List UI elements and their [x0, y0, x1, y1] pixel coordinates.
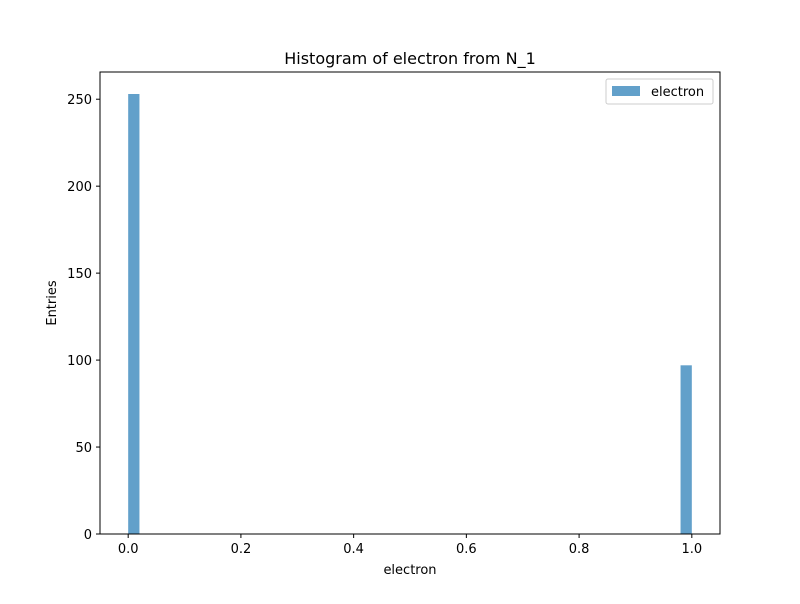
x-tick-label: 0.0	[118, 542, 139, 557]
y-tick-label: 50	[75, 441, 92, 456]
y-axis-label: Entries	[45, 280, 60, 326]
bars-group	[128, 94, 692, 534]
x-tick-label: 0.6	[456, 542, 477, 557]
legend-box	[605, 78, 714, 105]
histogram-bar	[680, 365, 692, 534]
legend-label: electron	[651, 85, 704, 100]
x-tick-label: 0.8	[569, 542, 590, 557]
legend: electron	[605, 78, 714, 105]
y-tick-label: 250	[67, 93, 92, 108]
y-tick-label: 0	[84, 528, 92, 543]
x-tick-label: 0.2	[231, 542, 252, 557]
y-axis-ticks: 0 50 100 150 200 250	[67, 93, 100, 543]
legend-swatch	[612, 86, 640, 96]
chart-title: Histogram of electron from N_1	[284, 49, 536, 69]
x-tick-label: 0.4	[343, 542, 364, 557]
plot-frame	[99, 71, 721, 535]
histogram-bar	[128, 94, 140, 534]
x-tick-label: 1.0	[681, 542, 702, 557]
x-axis-label: electron	[383, 563, 436, 578]
y-tick-label: 100	[67, 354, 92, 369]
y-tick-label: 150	[67, 267, 92, 282]
y-tick-label: 200	[67, 180, 92, 195]
x-axis-ticks: 0.0 0.2 0.4 0.6 0.8 1.0	[118, 534, 702, 557]
